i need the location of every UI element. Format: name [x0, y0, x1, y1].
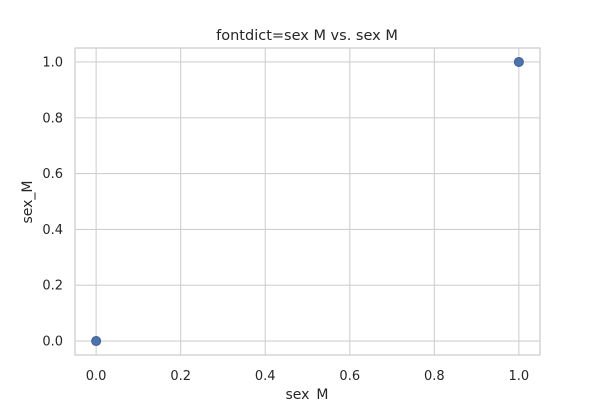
- y-tick-label: 0.4: [42, 223, 63, 238]
- x-axis-label: sex_M: [285, 387, 328, 400]
- y-axis-ticks: 0.0 0.2 0.4 0.6 0.8 1.0: [42, 55, 63, 349]
- data-points: [91, 56, 524, 347]
- x-tick-label: 0.8: [424, 369, 445, 384]
- y-tick-label: 0.0: [42, 335, 63, 350]
- y-axis-label: sex_M: [20, 180, 36, 223]
- grid-lines: [75, 48, 540, 355]
- scatter-point: [513, 56, 524, 67]
- y-tick-label: 0.8: [42, 111, 63, 126]
- scatter-point: [91, 336, 102, 347]
- y-tick-label: 1.0: [42, 55, 63, 70]
- x-tick-label: 0.0: [86, 369, 107, 384]
- x-axis-ticks: 0.0 0.2 0.4 0.6 0.8 1.0: [86, 369, 529, 384]
- x-tick-label: 0.2: [170, 369, 191, 384]
- x-tick-label: 0.6: [339, 369, 360, 384]
- y-tick-label: 0.6: [42, 167, 63, 182]
- plot-area: [74, 47, 541, 356]
- chart-title: fontdict=sex M vs. sex M: [216, 28, 398, 44]
- y-tick-label: 0.2: [42, 279, 63, 294]
- x-tick-label: 1.0: [509, 369, 530, 384]
- x-tick-label: 0.4: [255, 369, 276, 384]
